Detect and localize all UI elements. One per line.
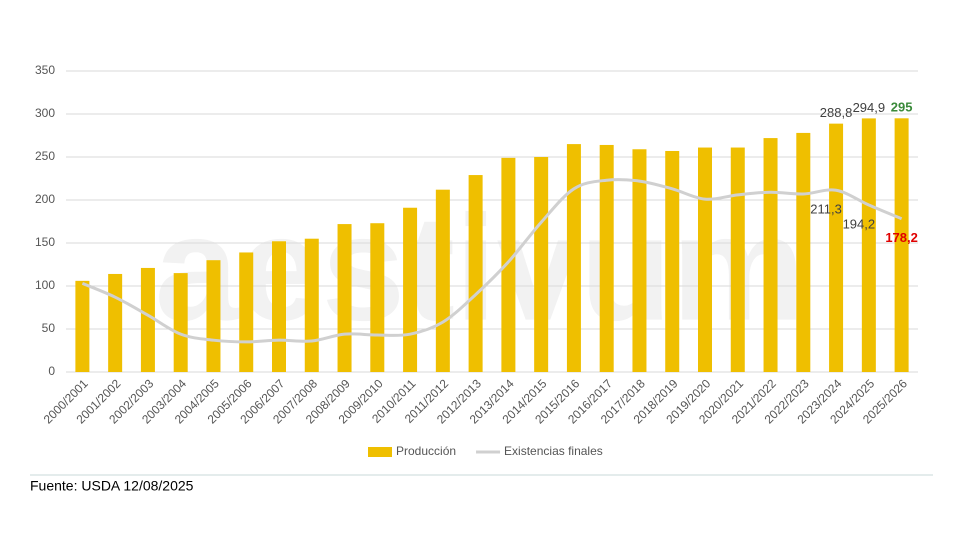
legend-swatch (368, 447, 392, 457)
value-label: 194,2 (843, 216, 876, 231)
bar (108, 273, 123, 372)
bar (370, 223, 385, 372)
bar (763, 138, 778, 372)
y-tick-label: 150 (35, 235, 55, 249)
bar (861, 118, 876, 372)
bar (829, 123, 844, 373)
value-label: 178,2 (885, 230, 918, 245)
y-tick-label: 300 (35, 106, 55, 120)
bar (435, 189, 450, 372)
line (81, 178, 903, 344)
legend-label: Producción (396, 444, 456, 458)
bar (239, 252, 254, 372)
bar (566, 144, 581, 372)
bar (304, 238, 319, 372)
bar (140, 267, 155, 372)
bar (173, 273, 188, 372)
y-tick-label: 200 (35, 192, 55, 206)
source: Fuente: USDA 12/08/2025 (30, 478, 194, 494)
value-label: 288,8 (820, 105, 853, 120)
bar (337, 224, 352, 372)
bar (894, 118, 909, 372)
bar (534, 157, 549, 372)
bar (403, 207, 418, 372)
bar (468, 175, 483, 372)
legend-label: Existencias finales (504, 444, 603, 458)
y-tick-label: 250 (35, 149, 55, 163)
bar (730, 147, 745, 372)
bar (632, 149, 647, 372)
bar (75, 280, 90, 372)
y-tick-label: 0 (48, 364, 55, 378)
y-tick-label: 100 (35, 278, 55, 292)
bar (599, 144, 614, 372)
bar (698, 147, 712, 372)
bar (272, 241, 286, 372)
value-label: 211,3 (810, 202, 842, 217)
bar (665, 150, 680, 372)
value-label: 295 (891, 100, 913, 115)
y-tick-label: 50 (42, 321, 56, 335)
bar (206, 260, 221, 372)
value-label: 294,9 (853, 100, 886, 115)
bar (501, 157, 516, 372)
y-tick-label: 350 (35, 63, 55, 77)
bar (796, 132, 811, 372)
